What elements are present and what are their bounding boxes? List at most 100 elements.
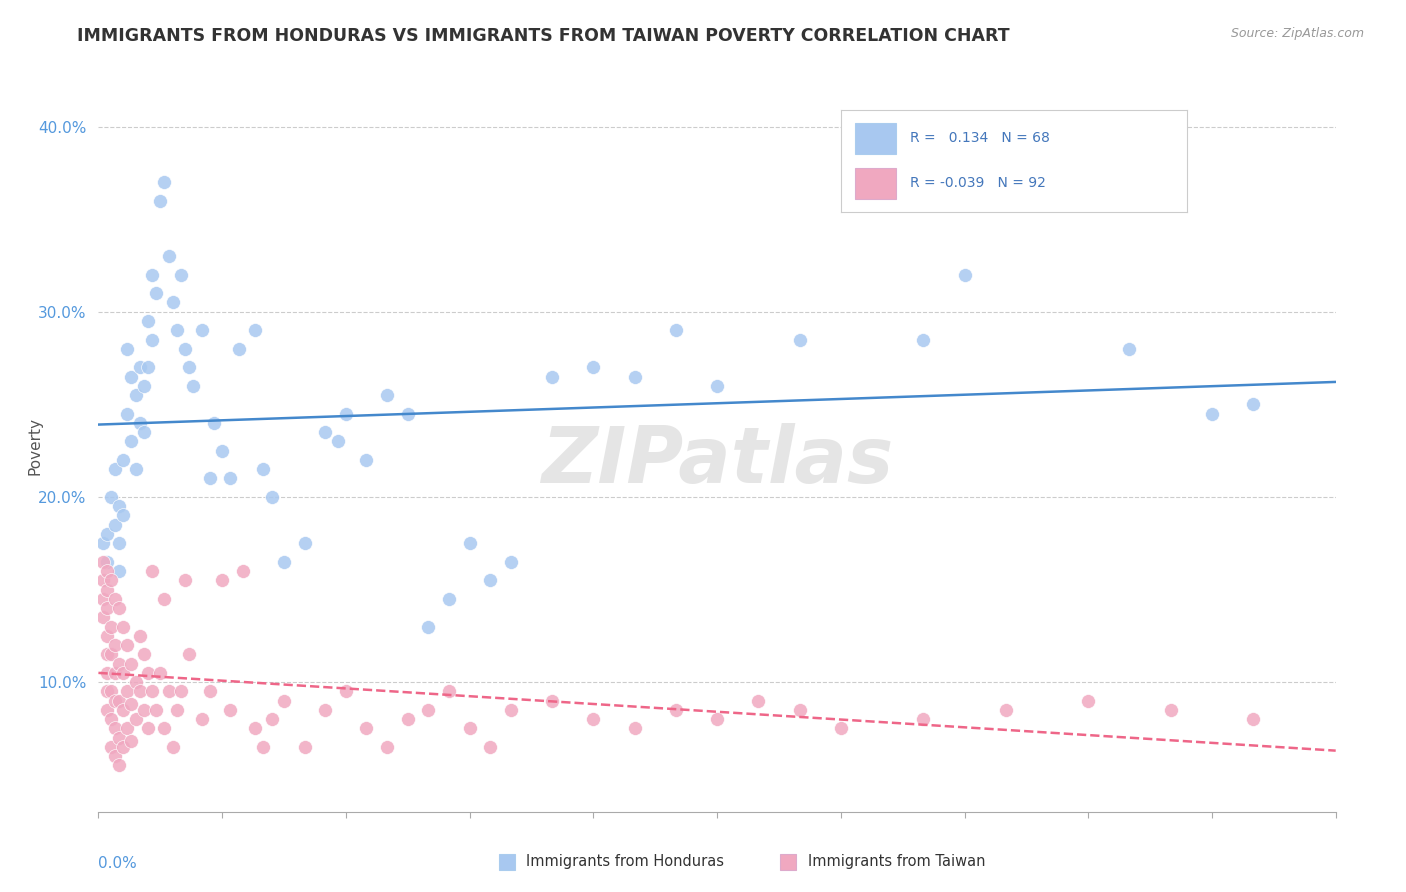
Point <box>157 684 180 698</box>
Point <box>141 268 163 282</box>
Point <box>128 416 150 430</box>
Point <box>96 629 118 643</box>
Point <box>112 665 135 680</box>
Point <box>326 434 349 449</box>
Point <box>108 601 131 615</box>
Point <box>166 323 188 337</box>
Point <box>112 739 135 754</box>
Point <box>912 712 935 726</box>
Point <box>228 342 250 356</box>
Point <box>120 657 142 671</box>
Point <box>124 675 146 690</box>
Point <box>211 443 233 458</box>
Point <box>356 453 378 467</box>
Point <box>132 425 155 439</box>
Point <box>252 462 274 476</box>
Point <box>994 703 1017 717</box>
Point <box>104 638 127 652</box>
Point <box>145 703 167 717</box>
Point <box>112 508 135 523</box>
Point <box>623 369 645 384</box>
Point <box>174 342 197 356</box>
Text: Immigrants from Honduras: Immigrants from Honduras <box>526 855 724 869</box>
Point <box>120 434 142 449</box>
Point <box>149 194 172 208</box>
Point <box>198 684 221 698</box>
Point <box>789 703 811 717</box>
Point <box>953 268 976 282</box>
Point <box>162 295 184 310</box>
Point <box>141 564 163 578</box>
Point <box>273 555 295 569</box>
Point <box>375 388 398 402</box>
Point <box>396 712 419 726</box>
Point <box>96 648 118 662</box>
Point <box>1241 712 1264 726</box>
Point <box>100 712 122 726</box>
Point <box>252 739 274 754</box>
Point <box>170 684 193 698</box>
Text: IMMIGRANTS FROM HONDURAS VS IMMIGRANTS FROM TAIWAN POVERTY CORRELATION CHART: IMMIGRANTS FROM HONDURAS VS IMMIGRANTS F… <box>77 27 1010 45</box>
Point <box>117 722 139 736</box>
Point <box>91 591 114 606</box>
Point <box>260 712 283 726</box>
Point <box>96 703 118 717</box>
Text: 0.0%: 0.0% <box>98 855 138 871</box>
Point <box>335 684 357 698</box>
Point <box>120 734 142 748</box>
Point <box>96 684 118 698</box>
Point <box>136 314 159 328</box>
Point <box>117 638 139 652</box>
Point <box>582 360 605 375</box>
Point <box>232 564 254 578</box>
Point <box>665 703 688 717</box>
Text: ZIPatlas: ZIPatlas <box>541 423 893 499</box>
Point <box>149 665 172 680</box>
Point <box>418 619 440 633</box>
Text: Source: ZipAtlas.com: Source: ZipAtlas.com <box>1230 27 1364 40</box>
Point <box>100 490 122 504</box>
Point <box>499 555 522 569</box>
Point <box>1118 342 1140 356</box>
Point <box>96 527 118 541</box>
Point <box>120 369 142 384</box>
Point <box>219 471 242 485</box>
Point <box>157 249 180 263</box>
Point <box>136 665 159 680</box>
Text: Immigrants from Taiwan: Immigrants from Taiwan <box>807 855 986 869</box>
Point <box>162 739 184 754</box>
Point <box>623 722 645 736</box>
Point <box>91 536 114 550</box>
Point <box>243 323 266 337</box>
Point <box>132 703 155 717</box>
Point <box>458 536 481 550</box>
Point <box>104 591 127 606</box>
Point <box>112 619 135 633</box>
Point <box>499 703 522 717</box>
Point <box>181 379 204 393</box>
Point <box>136 722 159 736</box>
Point <box>96 601 118 615</box>
Point <box>294 739 316 754</box>
Point <box>108 499 131 513</box>
Point <box>211 574 233 588</box>
Point <box>294 536 316 550</box>
Point <box>124 712 146 726</box>
Point <box>190 712 212 726</box>
Point <box>458 722 481 736</box>
Point <box>541 369 564 384</box>
Point <box>128 360 150 375</box>
Point <box>91 555 114 569</box>
Point <box>91 610 114 624</box>
Point <box>582 712 605 726</box>
Point <box>100 574 122 588</box>
Point <box>437 684 460 698</box>
Point <box>198 471 221 485</box>
Point <box>356 722 378 736</box>
Point <box>120 698 142 712</box>
Point <box>479 574 502 588</box>
Point <box>108 657 131 671</box>
Point <box>124 388 146 402</box>
Point <box>145 286 167 301</box>
Point <box>100 684 122 698</box>
